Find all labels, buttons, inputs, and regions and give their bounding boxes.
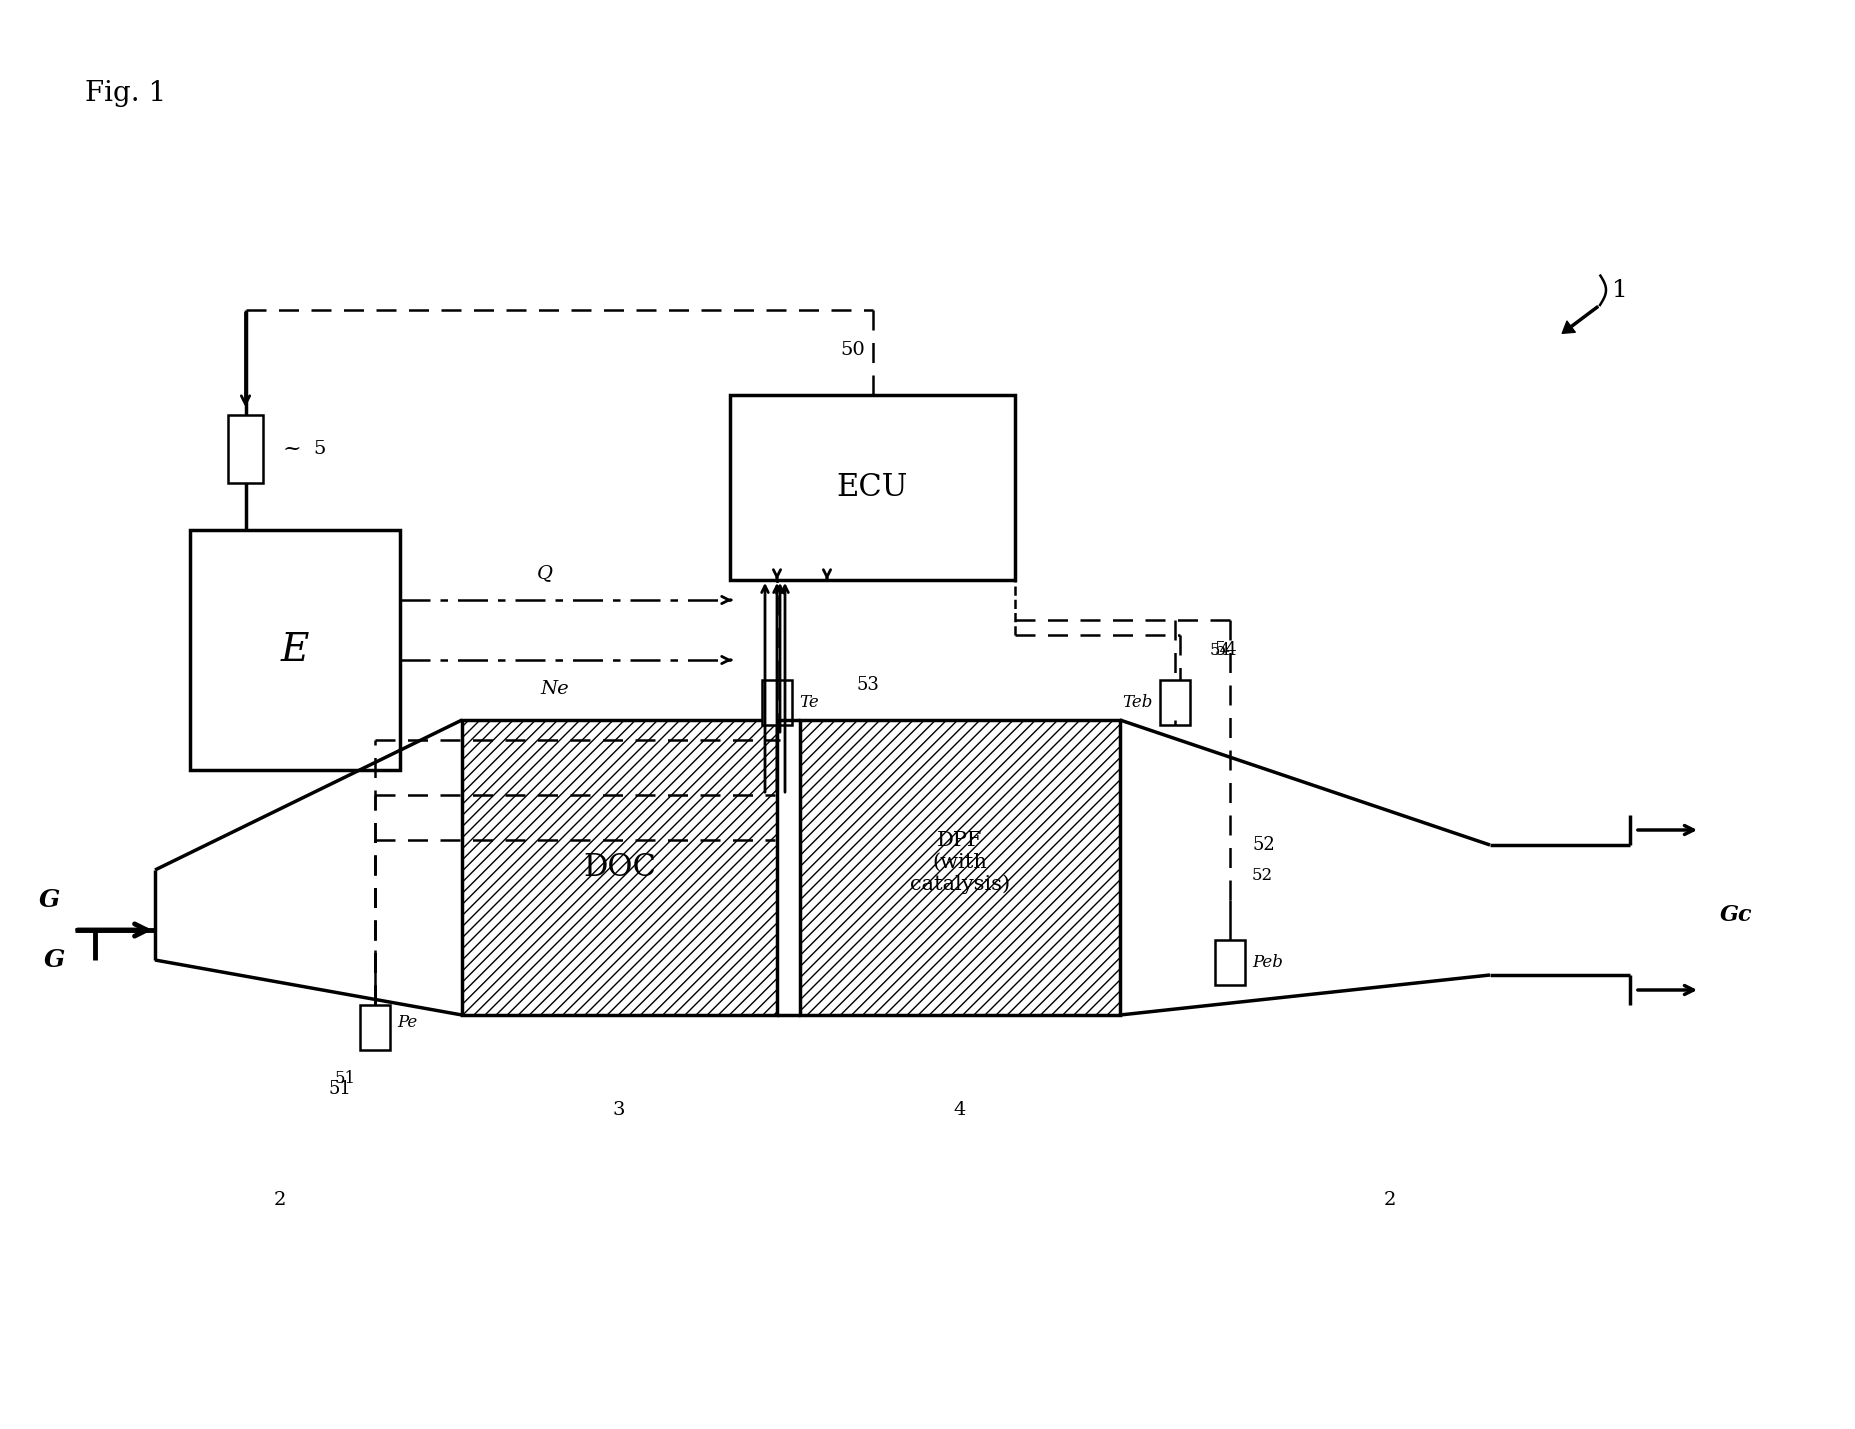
Text: Q: Q: [536, 564, 553, 582]
Text: DPF
(with
catalysis): DPF (with catalysis): [911, 830, 1011, 895]
Text: 52: 52: [1252, 866, 1273, 883]
Text: 50: 50: [840, 342, 864, 359]
Text: 52: 52: [1252, 836, 1274, 855]
Bar: [1159, 680, 1191, 725]
Text: 54: 54: [1209, 642, 1232, 659]
Text: ECU: ECU: [837, 472, 909, 503]
Text: 3: 3: [612, 1100, 625, 1119]
Text: ~: ~: [284, 439, 302, 460]
Text: G: G: [39, 887, 59, 912]
Bar: [731, 394, 1015, 580]
Text: E: E: [280, 632, 310, 669]
Text: 54: 54: [1215, 642, 1237, 659]
FancyArrowPatch shape: [1562, 306, 1599, 333]
Bar: [762, 680, 792, 725]
Text: Ne: Ne: [540, 680, 569, 697]
Text: Fig. 1: Fig. 1: [85, 80, 167, 107]
Text: Gc: Gc: [1720, 905, 1753, 926]
Bar: [360, 1005, 390, 1050]
Text: 2: 2: [275, 1190, 286, 1209]
Text: 2: 2: [1384, 1190, 1397, 1209]
Text: 5: 5: [313, 440, 325, 459]
Text: 1: 1: [1612, 279, 1629, 302]
Text: Teb: Teb: [1122, 694, 1154, 712]
Text: Te: Te: [800, 694, 818, 712]
Text: 53: 53: [857, 676, 879, 694]
Bar: [228, 414, 263, 483]
Text: 4: 4: [953, 1100, 966, 1119]
Bar: [189, 530, 401, 770]
Bar: [1215, 940, 1245, 985]
Text: 51: 51: [334, 1070, 356, 1087]
Text: Peb: Peb: [1252, 955, 1284, 970]
Text: 51: 51: [328, 1080, 351, 1097]
Bar: [462, 720, 777, 1015]
Bar: [800, 720, 1120, 1015]
Text: G: G: [45, 947, 65, 972]
Text: Pe: Pe: [397, 1015, 417, 1030]
Text: DOC: DOC: [582, 852, 657, 883]
